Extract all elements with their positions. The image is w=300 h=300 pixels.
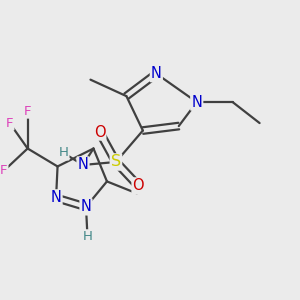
Text: N: N — [51, 190, 62, 206]
Text: N: N — [151, 66, 162, 81]
Text: O: O — [133, 178, 144, 194]
Text: O: O — [94, 124, 105, 140]
Text: F: F — [0, 164, 8, 178]
Text: N: N — [81, 200, 92, 214]
Text: F: F — [6, 117, 14, 130]
Text: H: H — [82, 230, 92, 243]
Text: N: N — [78, 158, 88, 172]
Text: S: S — [111, 154, 121, 169]
Text: H: H — [58, 146, 68, 160]
Text: N: N — [191, 94, 202, 110]
Text: F: F — [24, 105, 32, 118]
